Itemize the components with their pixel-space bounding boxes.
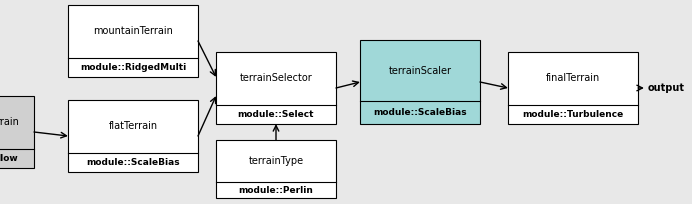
Text: module::ScaleBias: module::ScaleBias bbox=[373, 108, 467, 117]
Text: terrainSelector: terrainSelector bbox=[239, 73, 312, 83]
Bar bbox=[68, 5, 198, 77]
Text: mountainTerrain: mountainTerrain bbox=[93, 26, 173, 36]
Bar bbox=[68, 100, 198, 172]
Text: module::Turbulence: module::Turbulence bbox=[522, 110, 623, 119]
Text: module::ScaleBias: module::ScaleBias bbox=[86, 158, 180, 167]
Text: finalTerrain: finalTerrain bbox=[546, 73, 600, 83]
Text: terrainScaler: terrainScaler bbox=[388, 66, 451, 76]
Text: output: output bbox=[648, 83, 685, 93]
Text: llow: llow bbox=[0, 154, 19, 163]
Text: module::Perlin: module::Perlin bbox=[239, 186, 313, 195]
Bar bbox=[216, 140, 336, 198]
Text: flatTerrain: flatTerrain bbox=[109, 121, 158, 131]
Text: terrainType: terrainType bbox=[248, 156, 304, 166]
Bar bbox=[216, 52, 336, 124]
Bar bbox=[360, 40, 480, 124]
Text: module::Select: module::Select bbox=[238, 110, 314, 119]
Text: rrain: rrain bbox=[0, 117, 19, 127]
Bar bbox=[0, 96, 34, 168]
Bar bbox=[508, 52, 638, 124]
Text: module::RidgedMulti: module::RidgedMulti bbox=[80, 63, 186, 72]
